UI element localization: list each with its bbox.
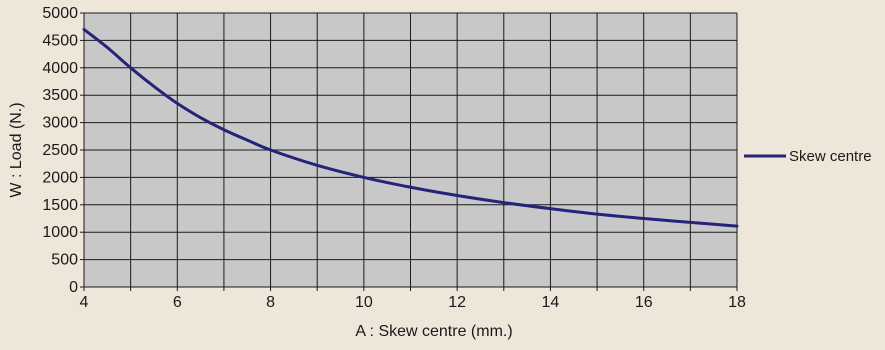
y-tick-label-1000: 1000 <box>42 224 78 241</box>
x-tick-label-12: 12 <box>448 294 466 311</box>
y-tick-label-4000: 4000 <box>42 60 78 77</box>
x-tick-label-10: 10 <box>355 294 373 311</box>
series <box>82 27 739 228</box>
y-axis-title: W : Load (N.) <box>8 102 25 197</box>
y-tick-label-0: 0 <box>69 279 78 296</box>
tick-labels: 4 6 8 10 12 14 16 18 0 500 1000 1500 2000 2500 3000 350… <box>42 5 746 311</box>
y-tick-label-2000: 2000 <box>42 169 78 186</box>
x-tick-label-16: 16 <box>635 294 653 311</box>
y-tick-label-1500: 1500 <box>42 197 78 214</box>
x-tick-label-6: 6 <box>173 294 182 311</box>
legend: Skew centre <box>744 148 872 165</box>
legend-label-skew-centre: Skew centre <box>789 148 872 165</box>
y-tick-label-5000: 5000 <box>42 5 78 22</box>
x-tick-label-18: 18 <box>728 294 746 311</box>
x-tick-label-4: 4 <box>80 294 89 311</box>
x-tick-label-14: 14 <box>542 294 560 311</box>
y-tick-label-500: 500 <box>51 252 78 269</box>
y-tick-label-3500: 3500 <box>42 87 78 104</box>
series-line-0 <box>82 27 739 228</box>
y-tick-label-2500: 2500 <box>42 142 78 159</box>
x-tick-label-8: 8 <box>266 294 275 311</box>
x-axis-title: A : Skew centre (mm.) <box>355 323 512 340</box>
axes <box>80 12 738 291</box>
y-tick-label-3000: 3000 <box>42 115 78 132</box>
grid-lines <box>83 12 738 288</box>
y-tick-label-4500: 4500 <box>42 32 78 49</box>
